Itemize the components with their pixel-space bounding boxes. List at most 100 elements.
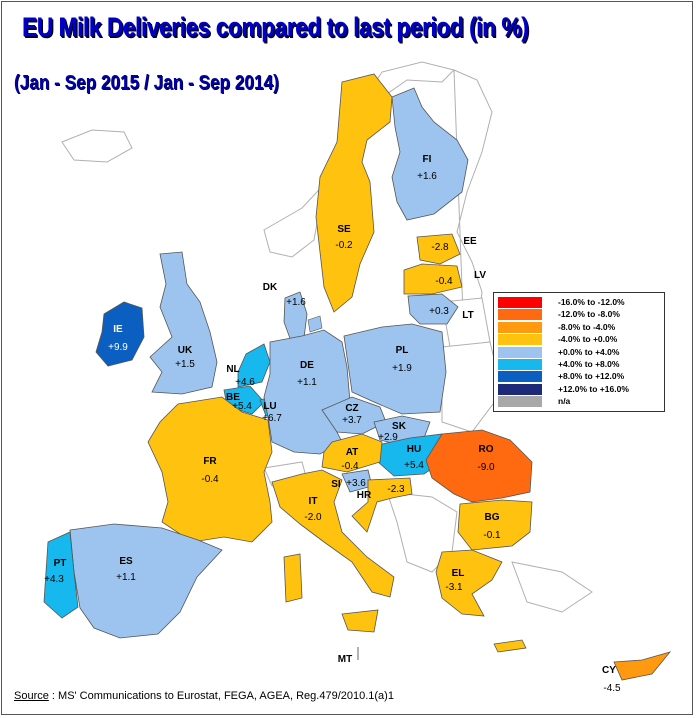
legend-label: -8.0% to -4.0% bbox=[558, 321, 616, 332]
legend-swatch bbox=[498, 297, 542, 308]
country-pl bbox=[343, 323, 447, 415]
label-hr-code: HR bbox=[357, 490, 372, 501]
legend-swatch bbox=[498, 359, 542, 370]
label-be-value: +5.4 bbox=[232, 401, 252, 412]
source-prefix: Source bbox=[14, 690, 49, 702]
label-lt-code: LT bbox=[462, 310, 473, 321]
label-ee-value: -2.8 bbox=[431, 242, 449, 253]
country-lv bbox=[403, 263, 463, 295]
label-si-code: SI bbox=[331, 479, 341, 490]
country-el bbox=[435, 549, 503, 617]
label-dk-value: +1.6 bbox=[286, 297, 306, 308]
iceland-outline bbox=[61, 129, 133, 163]
legend-label: -16.0% to -12.0% bbox=[558, 297, 625, 307]
label-ro-code: RO bbox=[479, 444, 494, 455]
legend-swatch bbox=[498, 383, 542, 395]
country-shapes bbox=[43, 73, 672, 681]
label-el-code: EL bbox=[452, 568, 465, 579]
label-uk-code: UK bbox=[178, 345, 193, 356]
label-nl-code: NL bbox=[226, 364, 239, 375]
map-legend: -16.0% to -12.0% -12.0% to -8.0% -8.0% to … bbox=[493, 292, 665, 412]
label-dk-code: DK bbox=[263, 282, 278, 293]
small-islands bbox=[307, 315, 323, 333]
legend-row: n/a bbox=[498, 396, 658, 408]
label-se-code: SE bbox=[337, 224, 351, 235]
legend-swatch bbox=[498, 396, 542, 408]
label-pt-value: +4.3 bbox=[44, 574, 64, 585]
country-ie bbox=[95, 301, 145, 367]
label-nl-value: +4.6 bbox=[235, 377, 255, 388]
legend-label: +12.0% to +16.0% bbox=[558, 383, 629, 394]
label-de-value: +1.1 bbox=[297, 377, 317, 388]
label-lv-value: -0.4 bbox=[435, 276, 453, 287]
country-ee bbox=[416, 233, 461, 265]
country-el-crete bbox=[493, 639, 527, 653]
label-uk-value: +1.5 bbox=[175, 359, 195, 370]
legend-row: -4.0% to +0.0% bbox=[498, 334, 658, 346]
legend-label: -12.0% to -8.0% bbox=[558, 309, 620, 320]
label-hu-value: +5.4 bbox=[404, 460, 424, 471]
label-mt-code: MT bbox=[338, 654, 352, 665]
label-fi-value: +1.6 bbox=[417, 171, 437, 182]
legend-row: -16.0% to -12.0% bbox=[498, 297, 658, 308]
label-pl-code: PL bbox=[396, 345, 409, 356]
label-it-code: IT bbox=[309, 496, 318, 507]
country-hr bbox=[351, 477, 413, 533]
country-fi bbox=[391, 87, 469, 221]
legend-label: n/a bbox=[558, 396, 571, 407]
country-pt bbox=[43, 531, 79, 619]
source-note: Source : MS' Communications to Eurostat,… bbox=[14, 690, 394, 702]
map-title: EU Milk Deliveries compared to last peri… bbox=[22, 12, 529, 42]
label-lv-code: LV bbox=[474, 270, 486, 281]
country-it bbox=[271, 469, 395, 598]
map-subtitle: (Jan - Sep 2015 / Jan - Sep 2014) bbox=[14, 72, 279, 94]
label-cy-code: CY bbox=[602, 665, 616, 676]
legend-label: +4.0% to +8.0% bbox=[558, 359, 620, 369]
label-pl-value: +1.9 bbox=[392, 363, 412, 374]
legend-swatch bbox=[498, 334, 542, 346]
label-es-code: ES bbox=[119, 556, 133, 567]
ukraine-outline bbox=[441, 341, 503, 433]
country-at bbox=[321, 433, 383, 473]
legend-row: +12.0% to +16.0% bbox=[498, 383, 658, 395]
label-be-code: BE bbox=[226, 392, 240, 403]
label-lu-value: +6.7 bbox=[262, 413, 282, 424]
label-at-code: AT bbox=[346, 447, 359, 458]
label-cz-code: CZ bbox=[345, 403, 358, 414]
legend-swatch bbox=[498, 346, 542, 358]
label-fi-code: FI bbox=[423, 154, 432, 165]
legend-label: +8.0% to +12.0% bbox=[558, 371, 625, 382]
country-it-sardinia bbox=[283, 553, 303, 603]
country-cy bbox=[613, 651, 672, 681]
country-dk-islands bbox=[307, 315, 323, 333]
label-lu-code: LU bbox=[263, 401, 276, 412]
legend-swatch bbox=[498, 321, 542, 333]
label-pt-code: PT bbox=[54, 558, 67, 569]
label-cz-value: +3.7 bbox=[342, 415, 362, 426]
label-cy-value: -4.5 bbox=[603, 683, 621, 694]
label-hu-code: HU bbox=[407, 444, 421, 455]
label-fr-code: FR bbox=[203, 456, 217, 467]
label-de-code: DE bbox=[300, 360, 314, 371]
label-se-value: -0.2 bbox=[335, 240, 353, 251]
legend-label: +0.0% to +4.0% bbox=[558, 346, 620, 357]
country-bg bbox=[457, 499, 533, 551]
label-ro-value: -9.0 bbox=[477, 462, 495, 473]
label-el-value: -3.1 bbox=[445, 582, 463, 593]
legend-row: +0.0% to +4.0% bbox=[498, 346, 658, 358]
label-bg-value: -0.1 bbox=[483, 530, 501, 541]
country-uk bbox=[149, 251, 218, 395]
legend-row: -8.0% to -4.0% bbox=[498, 321, 658, 333]
country-de bbox=[263, 329, 351, 455]
label-ie-code: IE bbox=[113, 324, 123, 335]
country-labels: FI +1.6 SE -0.2 EE -2.8 LV -0.4 LT +0.3 … bbox=[44, 154, 621, 694]
turkey-outline bbox=[511, 561, 593, 613]
label-it-value: -2.0 bbox=[304, 512, 322, 523]
country-it-sicily bbox=[341, 609, 379, 633]
label-sk-code: SK bbox=[392, 421, 407, 432]
label-bg-code: BG bbox=[485, 512, 500, 523]
country-nl bbox=[237, 343, 271, 388]
label-sk-value: +2.9 bbox=[378, 432, 398, 443]
country-fr bbox=[147, 396, 273, 543]
